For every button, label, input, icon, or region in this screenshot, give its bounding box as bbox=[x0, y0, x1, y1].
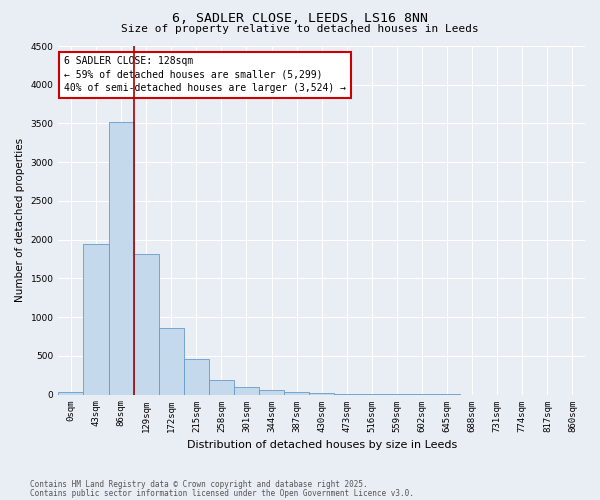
Bar bbox=[284, 392, 309, 394]
X-axis label: Distribution of detached houses by size in Leeds: Distribution of detached houses by size … bbox=[187, 440, 457, 450]
Text: Contains public sector information licensed under the Open Government Licence v3: Contains public sector information licen… bbox=[30, 488, 414, 498]
Text: 6 SADLER CLOSE: 128sqm
← 59% of detached houses are smaller (5,299)
40% of semi-: 6 SADLER CLOSE: 128sqm ← 59% of detached… bbox=[64, 56, 346, 93]
Bar bbox=[159, 328, 184, 394]
Bar bbox=[209, 380, 234, 394]
Bar bbox=[109, 122, 134, 394]
Bar bbox=[134, 254, 159, 394]
Bar bbox=[309, 393, 334, 394]
Bar bbox=[234, 387, 259, 394]
Bar bbox=[83, 244, 109, 394]
Text: 6, SADLER CLOSE, LEEDS, LS16 8NN: 6, SADLER CLOSE, LEEDS, LS16 8NN bbox=[172, 12, 428, 26]
Bar bbox=[58, 392, 83, 394]
Y-axis label: Number of detached properties: Number of detached properties bbox=[15, 138, 25, 302]
Text: Size of property relative to detached houses in Leeds: Size of property relative to detached ho… bbox=[121, 24, 479, 34]
Bar bbox=[259, 390, 284, 394]
Text: Contains HM Land Registry data © Crown copyright and database right 2025.: Contains HM Land Registry data © Crown c… bbox=[30, 480, 368, 489]
Bar bbox=[184, 359, 209, 394]
